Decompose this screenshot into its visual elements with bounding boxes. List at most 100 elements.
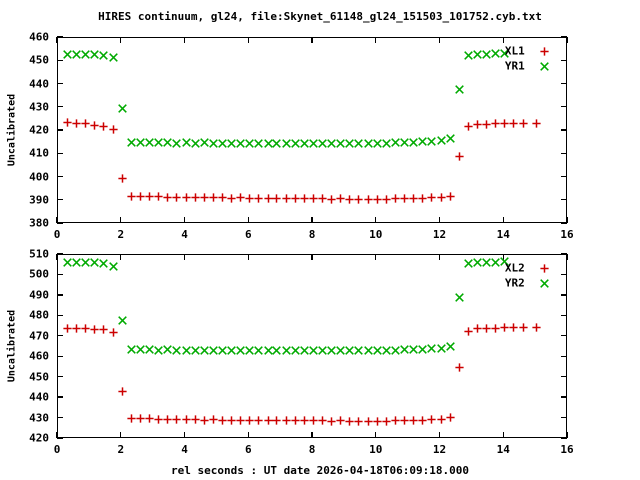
legend-label-yr2: YR2 — [504, 276, 525, 290]
x-tick-mark — [502, 37, 504, 43]
y-tick-mark — [561, 273, 567, 276]
y-tick-mark — [561, 416, 567, 419]
x-tick-mark — [311, 217, 313, 223]
y-tick-label: 430 — [29, 100, 49, 114]
y-tick-mark — [561, 253, 567, 255]
y-tick-label: 480 — [29, 308, 49, 322]
x-tick-mark — [120, 432, 122, 438]
y-tick-mark — [561, 36, 567, 38]
x-tick-label: 14 — [496, 443, 510, 456]
x-tick-label: 10 — [369, 443, 383, 456]
x-tick-mark — [375, 217, 377, 223]
y-tick-mark — [57, 273, 63, 276]
x-tick-mark — [438, 37, 441, 43]
x-axis-label: rel seconds : UT date 2026-04-18T06:09:1… — [170, 464, 469, 477]
y-tick-label: 450 — [29, 53, 49, 67]
y-tick-label: 460 — [29, 349, 49, 363]
x-tick-mark — [247, 254, 249, 260]
x-tick-mark — [120, 254, 122, 260]
y-tick-mark — [57, 129, 63, 131]
x-tick-mark — [311, 254, 313, 260]
legend-label-xl2: XL2 — [504, 261, 525, 275]
y-tick-mark — [561, 314, 567, 317]
y-tick-mark — [57, 222, 63, 224]
y-tick-mark — [561, 335, 567, 337]
x-tick-mark — [438, 254, 441, 260]
x-tick-mark — [247, 217, 249, 223]
y-tick-label: 410 — [29, 146, 49, 160]
y-tick-mark — [57, 375, 63, 378]
x-tick-mark — [311, 432, 313, 438]
y-tick-label: 440 — [29, 77, 49, 90]
y-tick-mark — [57, 82, 63, 85]
x-tick-mark — [375, 37, 377, 43]
y-tick-mark — [561, 59, 567, 61]
y-tick-mark — [561, 396, 567, 398]
y-tick-mark — [561, 199, 567, 201]
x-tick-mark — [183, 432, 186, 438]
y-tick-mark — [57, 253, 63, 255]
y-tick-mark — [57, 175, 63, 178]
y-tick-mark — [57, 199, 63, 201]
x-tick-label: 4 — [181, 443, 188, 456]
y-tick-label: 460 — [29, 30, 49, 44]
y-tick-mark — [561, 222, 567, 224]
x-tick-label: 2 — [117, 443, 125, 456]
legend-label-yr1: YR1 — [504, 59, 525, 73]
x-tick-label: 6 — [244, 443, 252, 456]
y-tick-mark — [561, 175, 567, 178]
x-tick-mark — [502, 217, 504, 223]
y-tick-label: 490 — [29, 288, 49, 302]
x-tick-label: 14 — [496, 228, 510, 241]
top-plot-frame — [57, 37, 567, 223]
y-tick-mark — [57, 59, 63, 61]
y-tick-mark — [57, 437, 63, 439]
y-tick-mark — [57, 314, 63, 317]
y-tick-mark — [561, 129, 567, 131]
y-tick-label: 380 — [29, 216, 49, 230]
y-tick-label: 470 — [29, 329, 49, 343]
x-tick-label: 2 — [117, 228, 125, 241]
y-tick-label: 510 — [29, 247, 49, 261]
x-tick-label: 16 — [560, 443, 574, 456]
x-tick-label: 16 — [560, 228, 574, 241]
x-tick-mark — [566, 217, 568, 223]
top-plot-y-axis-label: Uncalibrated — [6, 93, 18, 167]
y-tick-mark — [561, 106, 567, 108]
y-tick-mark — [561, 437, 567, 439]
y-tick-mark — [561, 375, 567, 378]
x-tick-mark — [56, 37, 58, 43]
bottom-plot-y-axis-label: Uncalibrated — [6, 309, 18, 383]
x-tick-label: 6 — [244, 228, 252, 241]
x-tick-label: 8 — [308, 228, 316, 241]
x-tick-label: 8 — [308, 443, 316, 456]
x-tick-label: 12 — [432, 443, 447, 456]
x-tick-mark — [502, 432, 504, 438]
y-tick-mark — [57, 106, 63, 108]
y-tick-mark — [57, 396, 63, 398]
x-tick-mark — [311, 37, 313, 43]
x-tick-label: 4 — [181, 228, 188, 241]
y-tick-label: 420 — [29, 431, 49, 445]
y-tick-label: 390 — [29, 193, 49, 207]
y-tick-mark — [57, 294, 63, 296]
x-tick-mark — [183, 217, 186, 223]
y-tick-mark — [57, 416, 63, 419]
y-tick-mark — [57, 355, 63, 357]
x-tick-mark — [566, 254, 568, 260]
y-tick-label: 500 — [29, 267, 49, 281]
x-tick-mark — [375, 432, 377, 438]
bottom-plot-panel: 420 430 440 450 460 470 480 490 500 510 0 2 4 6 8 10 12 1… — [29, 248, 574, 457]
y-tick-label: 440 — [29, 390, 49, 404]
x-tick-mark — [502, 254, 504, 260]
plot-title: HIRES continuum, gl24, file:Skynet_61148… — [98, 10, 542, 23]
top-plot-panel: 380 390 400 410 420 430 440 450 460 0 2 4 6 8 10 12 14 16… — [29, 31, 574, 242]
x-tick-label: 12 — [432, 228, 447, 241]
y-tick-mark — [57, 36, 63, 38]
y-tick-mark — [561, 294, 567, 296]
y-tick-mark — [561, 152, 567, 154]
x-tick-label: 0 — [53, 443, 61, 456]
x-tick-mark — [183, 37, 186, 43]
bottom-plot-frame — [57, 254, 567, 438]
